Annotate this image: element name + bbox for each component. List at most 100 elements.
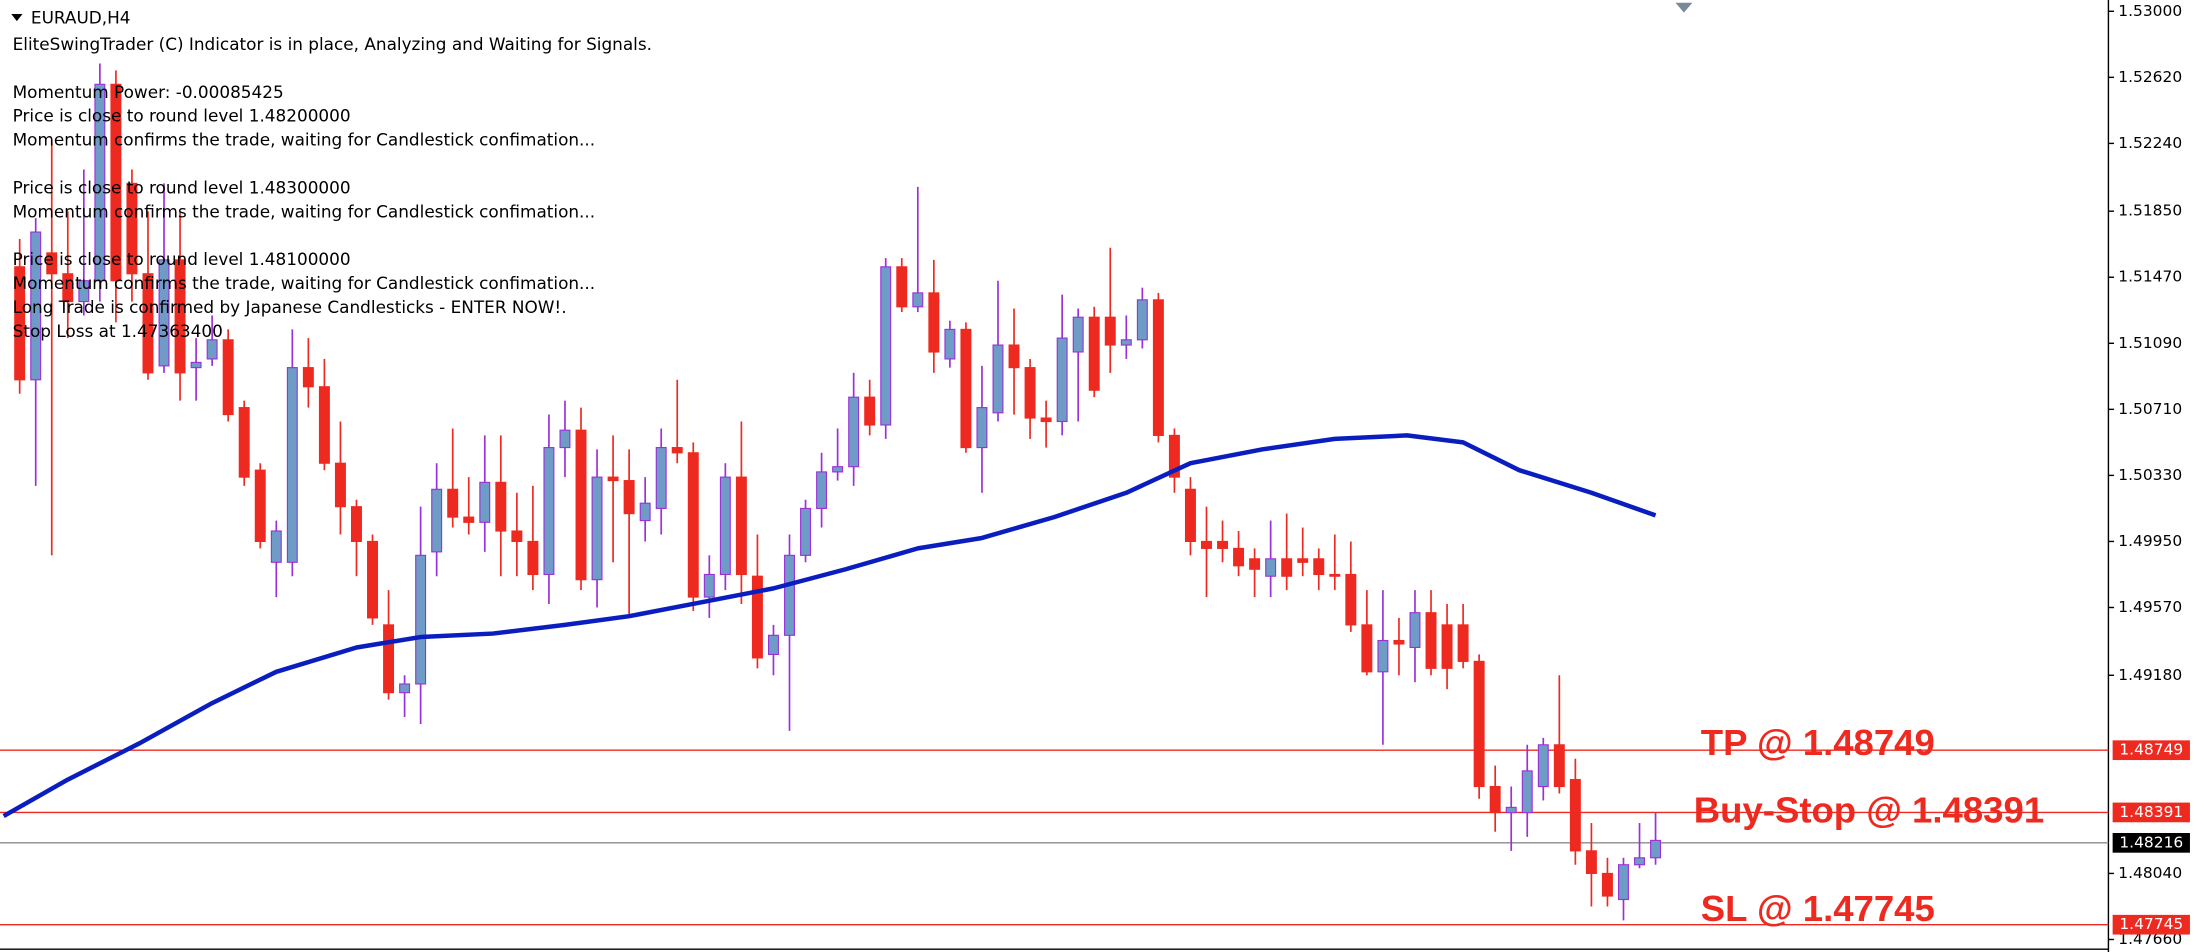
candle-body (1377, 639, 1389, 673)
info-line: Long Trade is confirmed by Japanese Cand… (13, 297, 567, 317)
candle-body (206, 339, 218, 360)
y-tick-label: 1.51850 (2118, 202, 2182, 220)
candle-body (623, 480, 635, 515)
price-tag-label: 1.48749 (2119, 741, 2183, 759)
candle-body (591, 476, 603, 581)
candle-body (880, 266, 892, 426)
y-tick-label: 1.52620 (2118, 68, 2182, 86)
candle-body (1088, 316, 1100, 391)
candle-body (1265, 558, 1277, 577)
candle-body (543, 447, 555, 576)
candle-body (1152, 299, 1164, 436)
candle-body (431, 488, 443, 553)
candle-body (14, 266, 26, 381)
candle-body (864, 396, 876, 426)
candle-body (1056, 337, 1068, 423)
candle-body (110, 83, 122, 282)
candle-body (46, 252, 58, 275)
candle-body (1217, 540, 1229, 549)
info-line: Momentum confirms the trade, waiting for… (13, 130, 596, 150)
candle-body (655, 447, 667, 509)
candle-body (222, 339, 234, 416)
candle-body (1249, 558, 1261, 570)
candle-body (1457, 624, 1469, 662)
candle-body (1184, 488, 1196, 543)
current-price-tag (2112, 832, 2190, 853)
current-price-label: 1.48216 (2119, 833, 2183, 851)
info-line: Momentum confirms the trade, waiting for… (13, 201, 596, 221)
candle-body (1601, 872, 1613, 897)
candle-body (1008, 344, 1020, 369)
candle-body (751, 575, 763, 659)
candle-body (383, 624, 395, 694)
y-tick-label: 1.48040 (2118, 864, 2182, 882)
candle-body (1553, 744, 1565, 788)
candle-body (1634, 857, 1646, 866)
y-tick-label: 1.51470 (2118, 268, 2182, 286)
candle-body (1409, 612, 1421, 649)
candle-body (447, 488, 459, 518)
candle-body (559, 429, 571, 449)
candle-body (318, 386, 330, 464)
candle-body (511, 530, 523, 543)
candle-body (1505, 806, 1517, 814)
candle-body (270, 530, 282, 563)
candle-body (1329, 573, 1341, 577)
y-tick-label: 1.50710 (2118, 400, 2182, 418)
candle-body (816, 471, 828, 509)
price-tag (2112, 914, 2190, 935)
candle-body (479, 481, 491, 523)
candle-body (1104, 316, 1116, 346)
candle-body (928, 292, 940, 353)
y-tick-label: 1.53000 (2118, 2, 2182, 20)
plot (0, 63, 2109, 926)
candle-body (495, 481, 507, 532)
candle-body (254, 469, 266, 543)
candle-body (944, 328, 956, 360)
candle-body (415, 554, 427, 685)
candle-body (976, 407, 988, 449)
candle-body (463, 516, 475, 523)
candle-body (286, 367, 298, 563)
candle-body (174, 259, 186, 374)
level-label: Buy-Stop @ 1.48391 (1694, 789, 2044, 830)
dropdown-icon (11, 14, 23, 22)
moving-average (2, 433, 1657, 819)
candle-body (992, 344, 1004, 414)
candle-body (1473, 660, 1485, 788)
candle-body (719, 476, 731, 576)
info-line: Momentum confirms the trade, waiting for… (13, 273, 596, 293)
candle-body (1345, 573, 1357, 626)
y-tick-label: 1.50330 (2118, 466, 2182, 484)
candle-body (896, 266, 908, 308)
candle-body (671, 447, 683, 454)
candle-body (78, 280, 90, 303)
candle-body (1281, 558, 1293, 577)
candle-body (1650, 839, 1662, 859)
y-tick-label: 1.49180 (2118, 666, 2182, 684)
candle-body (126, 182, 138, 275)
candle-body (1441, 624, 1453, 669)
candle-body (639, 502, 651, 522)
candle-body (1024, 367, 1036, 419)
price-tag (2112, 740, 2190, 761)
candle-body (1201, 540, 1212, 549)
candle-body (1233, 547, 1245, 567)
candle-body (1521, 770, 1533, 814)
y-tick-label: 1.52240 (2118, 134, 2182, 152)
candle-body (1537, 744, 1549, 788)
candle-body (703, 573, 715, 598)
candle-body (735, 476, 747, 576)
info-line: Price is close to round level 1.48200000 (13, 106, 351, 126)
info-text: EliteSwingTrader (C) Indicator is in pla… (13, 34, 652, 341)
candle-body (94, 83, 106, 282)
info-line: Price is close to round level 1.48100000 (13, 249, 351, 269)
candle-body (1393, 639, 1405, 645)
y-tick-label: 1.49570 (2118, 598, 2182, 616)
candle-body (367, 540, 378, 619)
candle-body (912, 292, 924, 308)
candle-body (30, 231, 42, 381)
candle-body (527, 540, 539, 576)
